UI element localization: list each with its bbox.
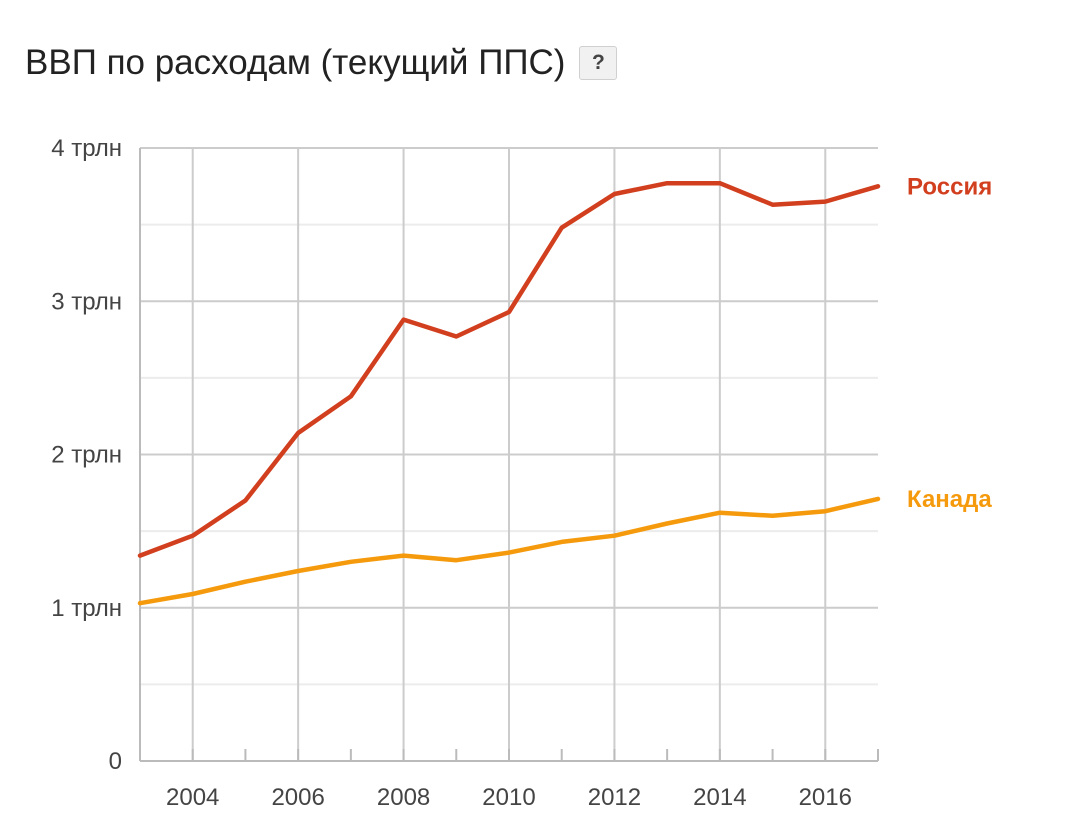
y-tick-label: 2 трлн [51,442,122,469]
series-line [137,496,881,606]
x-tick-label: 2012 [588,784,641,811]
y-tick-label: 4 трлн [51,135,122,162]
series-labels: Россия Канада [907,173,992,513]
chart-header: ВВП по расходам (текущий ППС) ? [25,38,618,88]
x-tick-label: 2016 [799,784,852,811]
help-button[interactable]: ? [579,46,618,80]
series-line [137,180,881,558]
chart-title: ВВП по расходам (текущий ППС) [25,43,566,82]
y-tick-label: 1 трлн [51,595,122,622]
series-label: Канада [907,486,992,513]
x-tick-label: 2010 [482,784,535,811]
y-tick-label: 0 [109,748,122,775]
grid [140,147,878,761]
x-tick-label: 2006 [271,784,324,811]
x-tick-label: 2004 [166,784,219,811]
y-tick-label: 3 трлн [51,288,122,315]
x-tick-label: 2008 [377,784,430,811]
series-lines [137,180,881,606]
axes: 0 1 трлн 2 трлн 3 трлн 4 трлн 2004 2006 2008 201… [51,135,879,811]
series-label: Россия [907,173,992,200]
x-tick-label: 2014 [693,784,746,811]
